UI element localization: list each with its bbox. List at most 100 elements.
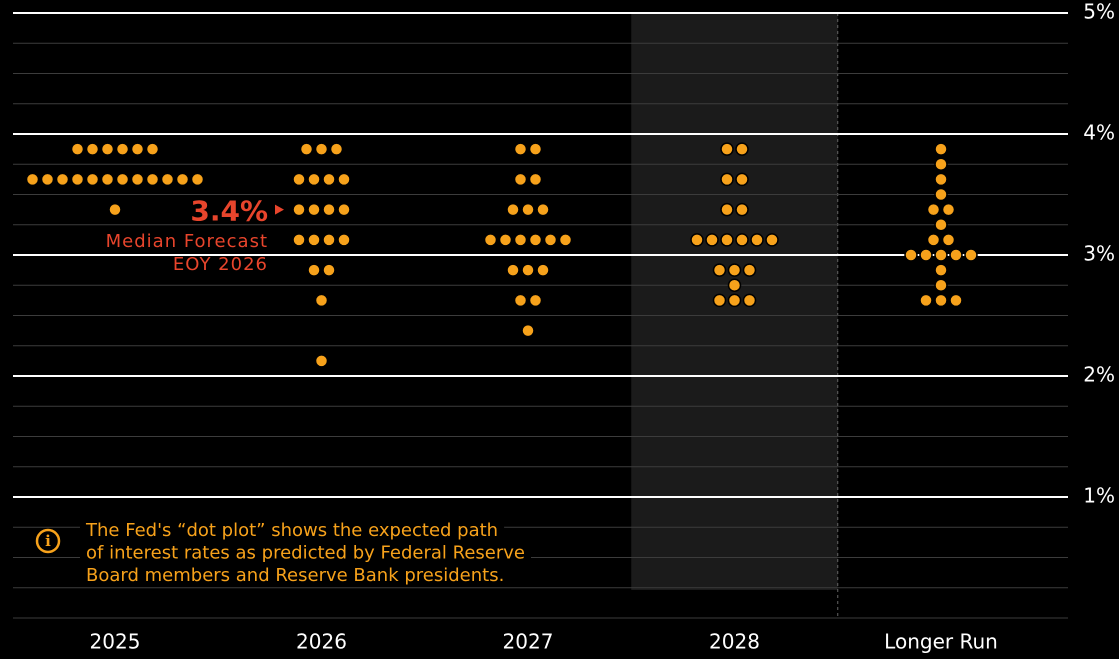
dot bbox=[934, 157, 948, 171]
dot bbox=[949, 293, 963, 308]
dot-row bbox=[483, 233, 573, 247]
dot bbox=[528, 172, 543, 187]
dot bbox=[483, 233, 498, 247]
dot bbox=[498, 233, 513, 247]
x-tick-label: 2027 bbox=[503, 630, 554, 654]
dot-row bbox=[292, 172, 351, 187]
dot bbox=[934, 293, 948, 308]
dot bbox=[322, 233, 336, 247]
dot-row bbox=[513, 172, 543, 187]
dot bbox=[690, 233, 704, 247]
dot bbox=[919, 248, 933, 262]
dot bbox=[720, 202, 734, 217]
dot-row bbox=[926, 233, 956, 247]
dot bbox=[337, 172, 351, 187]
dot bbox=[55, 172, 70, 187]
dot bbox=[130, 142, 145, 156]
dot-row bbox=[70, 142, 160, 156]
dot bbox=[145, 142, 160, 156]
dot bbox=[735, 142, 749, 156]
dot bbox=[513, 233, 528, 247]
dot bbox=[536, 202, 550, 217]
dot bbox=[742, 263, 757, 277]
x-tick-label: 2025 bbox=[90, 630, 141, 654]
dot bbox=[160, 172, 175, 187]
dot-row bbox=[292, 202, 351, 217]
dot bbox=[941, 202, 956, 217]
dot bbox=[720, 172, 734, 187]
annotation-value: 3.4% bbox=[190, 195, 268, 228]
dot bbox=[528, 233, 543, 247]
dot bbox=[941, 233, 956, 247]
dot bbox=[543, 233, 558, 247]
dot bbox=[100, 142, 115, 156]
dot bbox=[190, 172, 205, 187]
dot bbox=[307, 202, 321, 217]
dot-row bbox=[506, 263, 550, 277]
y-tick-label: 1% bbox=[1083, 484, 1115, 508]
note-backing bbox=[80, 520, 505, 542]
dot bbox=[742, 293, 757, 308]
dot bbox=[292, 233, 306, 247]
dot bbox=[130, 172, 145, 187]
dot bbox=[521, 323, 535, 338]
dot-row bbox=[934, 278, 948, 292]
dot bbox=[307, 172, 321, 187]
dot bbox=[175, 172, 190, 187]
dot bbox=[85, 142, 100, 156]
dot bbox=[934, 263, 948, 277]
dot bbox=[727, 293, 742, 308]
dot bbox=[934, 248, 948, 262]
dot bbox=[934, 142, 948, 156]
dot bbox=[314, 354, 329, 368]
dot bbox=[765, 233, 779, 247]
dot-row bbox=[314, 293, 329, 308]
dot-row bbox=[720, 172, 749, 187]
dot bbox=[70, 172, 85, 187]
dot bbox=[513, 172, 528, 187]
dot bbox=[750, 233, 764, 247]
dot-row bbox=[926, 202, 956, 217]
dot bbox=[108, 202, 122, 217]
dot bbox=[307, 263, 321, 277]
dot bbox=[735, 202, 749, 217]
dot-row bbox=[919, 293, 963, 308]
annotation-arrow bbox=[275, 204, 284, 215]
dot bbox=[115, 142, 130, 156]
dot bbox=[70, 142, 85, 156]
dot bbox=[314, 142, 329, 156]
dot-row bbox=[712, 293, 757, 308]
dot bbox=[292, 172, 306, 187]
dot-row bbox=[934, 142, 948, 156]
note-line: of interest rates as predicted by Federa… bbox=[86, 543, 525, 564]
dot bbox=[521, 263, 535, 277]
info-icon bbox=[35, 528, 61, 554]
note-backing bbox=[80, 542, 531, 565]
dot bbox=[926, 202, 941, 217]
dot bbox=[25, 172, 40, 187]
dot-row bbox=[513, 142, 543, 156]
dot bbox=[100, 172, 115, 187]
annotation-line: Median Forecast bbox=[106, 231, 268, 252]
y-tick-label: 4% bbox=[1083, 121, 1115, 145]
x-tick-label: 2028 bbox=[709, 630, 760, 654]
annotation-line: EOY 2026 bbox=[173, 254, 268, 275]
note-backing bbox=[80, 565, 511, 587]
dot bbox=[145, 172, 160, 187]
dot bbox=[40, 172, 55, 187]
dot bbox=[919, 293, 933, 308]
dot bbox=[934, 172, 948, 187]
dot-row bbox=[720, 142, 749, 156]
dot-row bbox=[934, 218, 948, 232]
dot bbox=[506, 202, 520, 217]
dot-row bbox=[292, 233, 351, 247]
dot bbox=[720, 142, 734, 156]
dot bbox=[558, 233, 573, 247]
dot bbox=[292, 202, 306, 217]
dot bbox=[115, 172, 130, 187]
dot bbox=[727, 263, 742, 277]
dot-row bbox=[934, 172, 948, 187]
dot bbox=[735, 172, 749, 187]
dot-row bbox=[934, 187, 948, 202]
